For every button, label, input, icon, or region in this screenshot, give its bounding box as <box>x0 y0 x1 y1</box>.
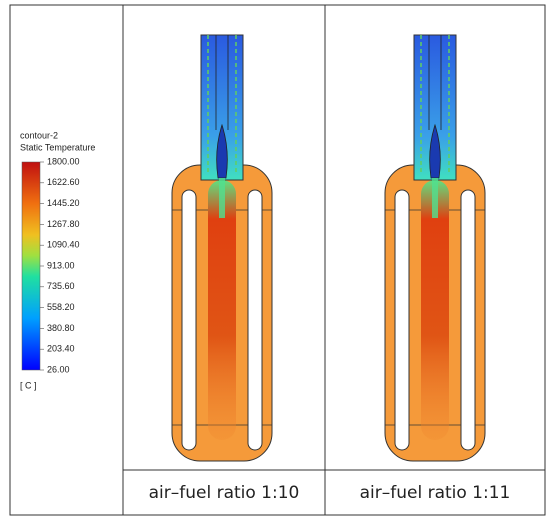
contour-image <box>171 34 273 462</box>
colorbar <box>21 161 41 371</box>
colorbar-label: 913.00 <box>47 260 75 270</box>
colorbar-label: 1445.20 <box>47 198 80 208</box>
legend-unit: [ C ] <box>20 380 37 390</box>
colorbar-label: 1800.00 <box>47 156 80 166</box>
colorbar-label: 1622.60 <box>47 177 80 187</box>
colorbar-label: 203.40 <box>47 344 75 354</box>
table-border <box>9 4 546 516</box>
caption: air–fuel ratio 1:10 <box>149 483 300 503</box>
contour-image <box>384 34 486 462</box>
caption: air–fuel ratio 1:11 <box>360 483 511 503</box>
colorbar-label: 558.20 <box>47 302 75 312</box>
colorbar-label: 26.00 <box>47 364 70 374</box>
colorbar-label: 735.60 <box>47 281 75 291</box>
colorbar-label: 1267.80 <box>47 219 80 229</box>
colorbar-label: 380.80 <box>47 323 75 333</box>
legend-quantity: Static Temperature <box>20 142 95 152</box>
legend-name: contour-2 <box>20 130 58 140</box>
colorbar-label: 1090.40 <box>47 240 80 250</box>
